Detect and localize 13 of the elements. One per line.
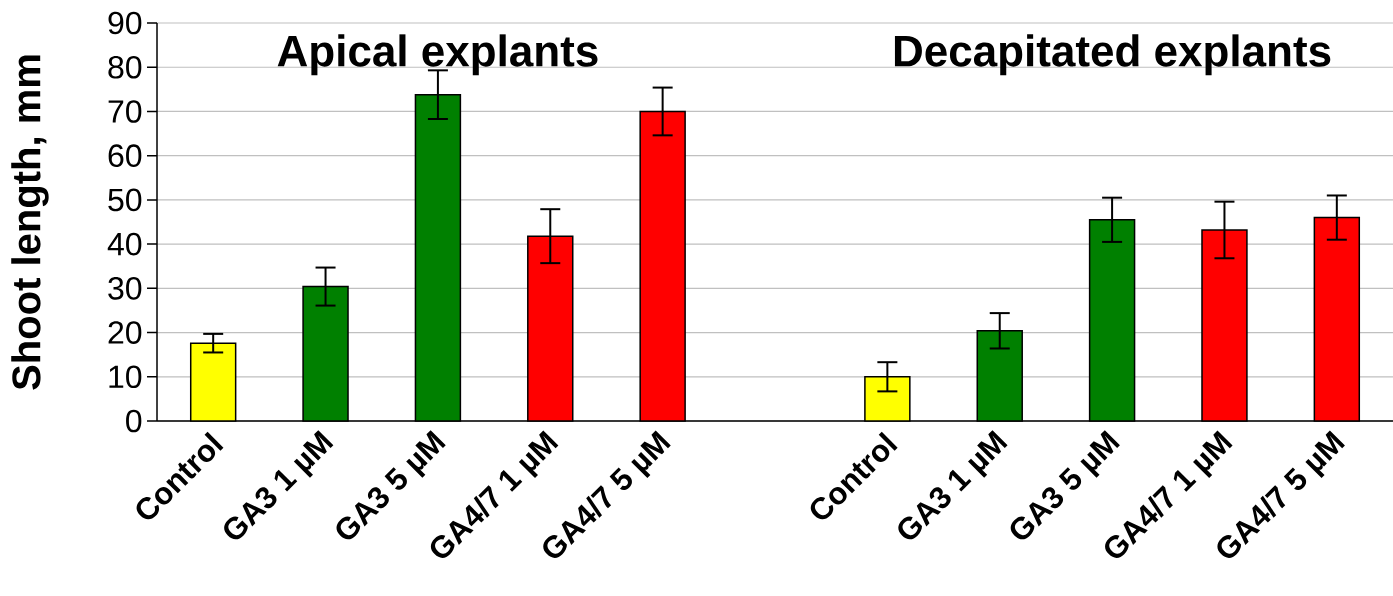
- annotation: Decapitated explants: [894, 34, 1331, 76]
- y-tick-label: 70: [108, 100, 142, 123]
- y-tick-label: 10: [109, 365, 142, 389]
- y-tick-label: 40: [107, 232, 142, 256]
- y-tick-label: 0: [126, 409, 142, 433]
- y-tick-label: 60: [108, 144, 142, 168]
- y-axis-title: Shoot length, mm: [11, 55, 49, 390]
- y-tick-label: 90: [108, 11, 142, 35]
- annotation: Apical explants: [277, 34, 598, 76]
- y-tick-label: 30: [108, 277, 142, 300]
- y-tick-label: 80: [108, 55, 142, 79]
- y-tick-label: 20: [108, 321, 142, 344]
- y-tick-label: 50: [108, 188, 142, 212]
